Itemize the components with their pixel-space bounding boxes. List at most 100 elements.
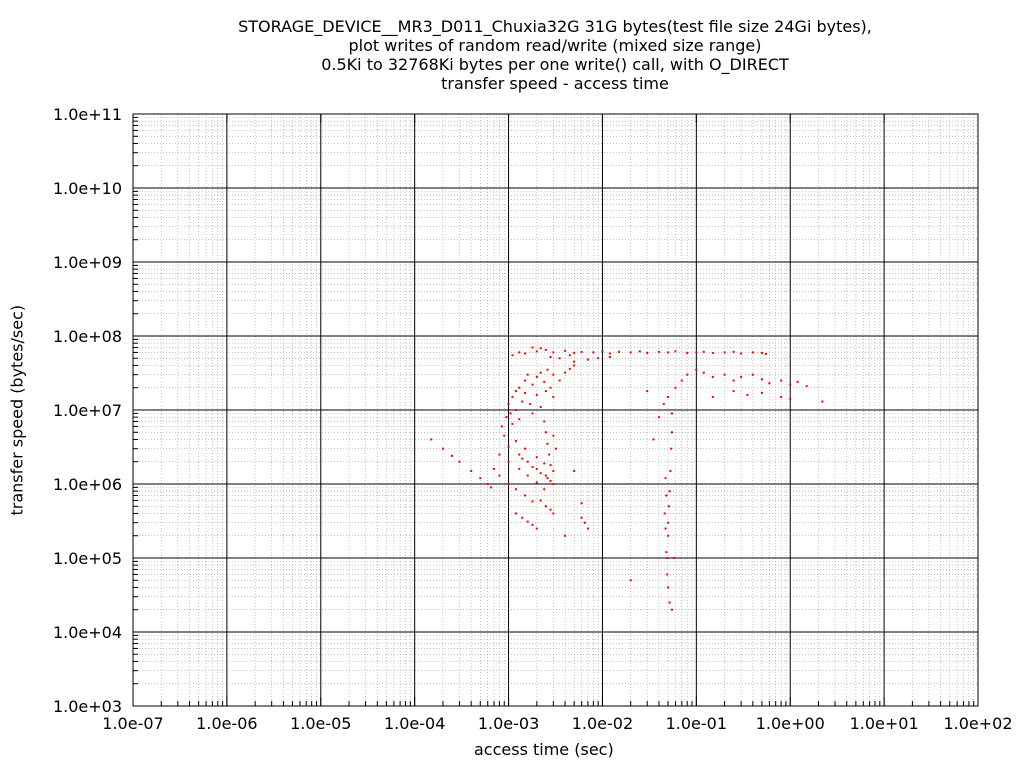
data-point: [505, 416, 508, 419]
data-point: [667, 395, 670, 398]
data-point: [539, 472, 542, 475]
data-point: [430, 438, 433, 441]
data-point: [511, 354, 514, 357]
data-point: [514, 512, 517, 515]
data-point: [544, 474, 547, 477]
data-points: [430, 346, 824, 611]
data-point: [665, 494, 668, 497]
data-point: [526, 520, 529, 523]
data-point: [702, 350, 705, 353]
x-tick-label: 1.0e-07: [102, 714, 163, 733]
axis-ticks: [132, 113, 979, 707]
x-tick-label: 1.0e-05: [290, 714, 351, 733]
data-point: [535, 467, 538, 470]
data-point: [666, 573, 669, 576]
data-point: [583, 521, 586, 524]
data-point: [674, 350, 677, 353]
data-point: [667, 586, 670, 589]
data-point: [518, 386, 521, 389]
data-point: [670, 431, 673, 434]
data-point: [664, 477, 667, 480]
data-point: [723, 373, 726, 376]
data-point: [629, 579, 632, 582]
data-point: [498, 474, 501, 477]
data-point: [441, 447, 444, 450]
data-point: [486, 483, 489, 485]
data-point: [670, 447, 673, 450]
data-point: [564, 534, 567, 537]
data-point: [740, 375, 743, 378]
data-point: [526, 460, 529, 463]
data-point: [552, 483, 555, 485]
data-point: [552, 434, 555, 437]
data-point: [702, 371, 705, 374]
data-point: [740, 352, 743, 355]
data-point: [531, 523, 534, 526]
data-point: [546, 477, 549, 480]
y-tick-label: 1.0e+11: [53, 105, 122, 124]
y-tick-label: 1.0e+09: [53, 253, 122, 272]
data-point: [695, 351, 698, 354]
y-tick-label: 1.0e+10: [53, 179, 122, 198]
data-point: [711, 375, 714, 378]
data-point: [552, 351, 555, 354]
data-point: [564, 349, 567, 352]
chart-title-line-3: 0.5Ki to 32768Ki bytes per one write() c…: [321, 55, 789, 74]
data-point: [514, 488, 517, 491]
data-point: [507, 460, 510, 463]
data-point: [760, 391, 763, 394]
data-point: [564, 371, 567, 374]
data-point: [657, 350, 660, 353]
data-point: [669, 469, 672, 472]
data-point: [732, 390, 735, 393]
data-point: [667, 505, 670, 508]
data-point: [524, 352, 527, 355]
data-point: [558, 357, 561, 360]
data-point: [652, 438, 655, 441]
data-point: [535, 456, 538, 459]
x-tick-label: 1.0e-04: [384, 714, 445, 733]
y-tick-labels: 1.0e+03 1.0e+04 1.0e+05 1.0e+06 1.0e+07 1.0e+…: [53, 105, 122, 716]
y-axis-label: transfer speed (bytes/sec): [7, 304, 27, 516]
data-point: [535, 350, 538, 353]
data-point: [498, 453, 501, 456]
data-point: [549, 508, 552, 511]
data-point: [531, 346, 534, 349]
x-tick-labels: 1.0e-07 1.0e-06 1.0e-05 1.0e-04 1.0e-03 1.0e-…: [102, 714, 1012, 733]
data-point: [568, 367, 571, 370]
y-tick-label: 1.0e+06: [53, 475, 122, 494]
data-point: [511, 395, 514, 398]
x-tick-label: 1.0e-03: [478, 714, 539, 733]
data-point: [580, 350, 583, 353]
data-point: [780, 395, 783, 398]
data-point: [667, 351, 670, 354]
data-point: [629, 351, 632, 354]
data-point: [780, 379, 783, 382]
data-point: [507, 483, 510, 485]
x-tick-label: 1.0e-06: [196, 714, 257, 733]
data-point: [608, 352, 611, 355]
data-point: [821, 400, 824, 403]
data-point: [673, 557, 676, 559]
data-point: [514, 409, 517, 411]
data-point: [529, 403, 532, 406]
data-point: [667, 534, 670, 537]
data-point: [535, 481, 538, 484]
data-point: [531, 500, 534, 503]
data-point: [518, 351, 521, 354]
data-point: [548, 453, 551, 456]
data-point: [617, 350, 620, 353]
data-point: [507, 403, 510, 406]
data-point: [546, 442, 549, 445]
data-point: [518, 453, 521, 456]
data-point: [514, 390, 517, 393]
data-point: [558, 379, 561, 382]
data-point: [544, 390, 547, 393]
data-point: [668, 601, 671, 604]
data-point: [539, 405, 542, 408]
data-point: [514, 440, 517, 443]
data-point: [539, 499, 542, 502]
data-point: [646, 390, 649, 393]
data-point: [646, 351, 649, 354]
